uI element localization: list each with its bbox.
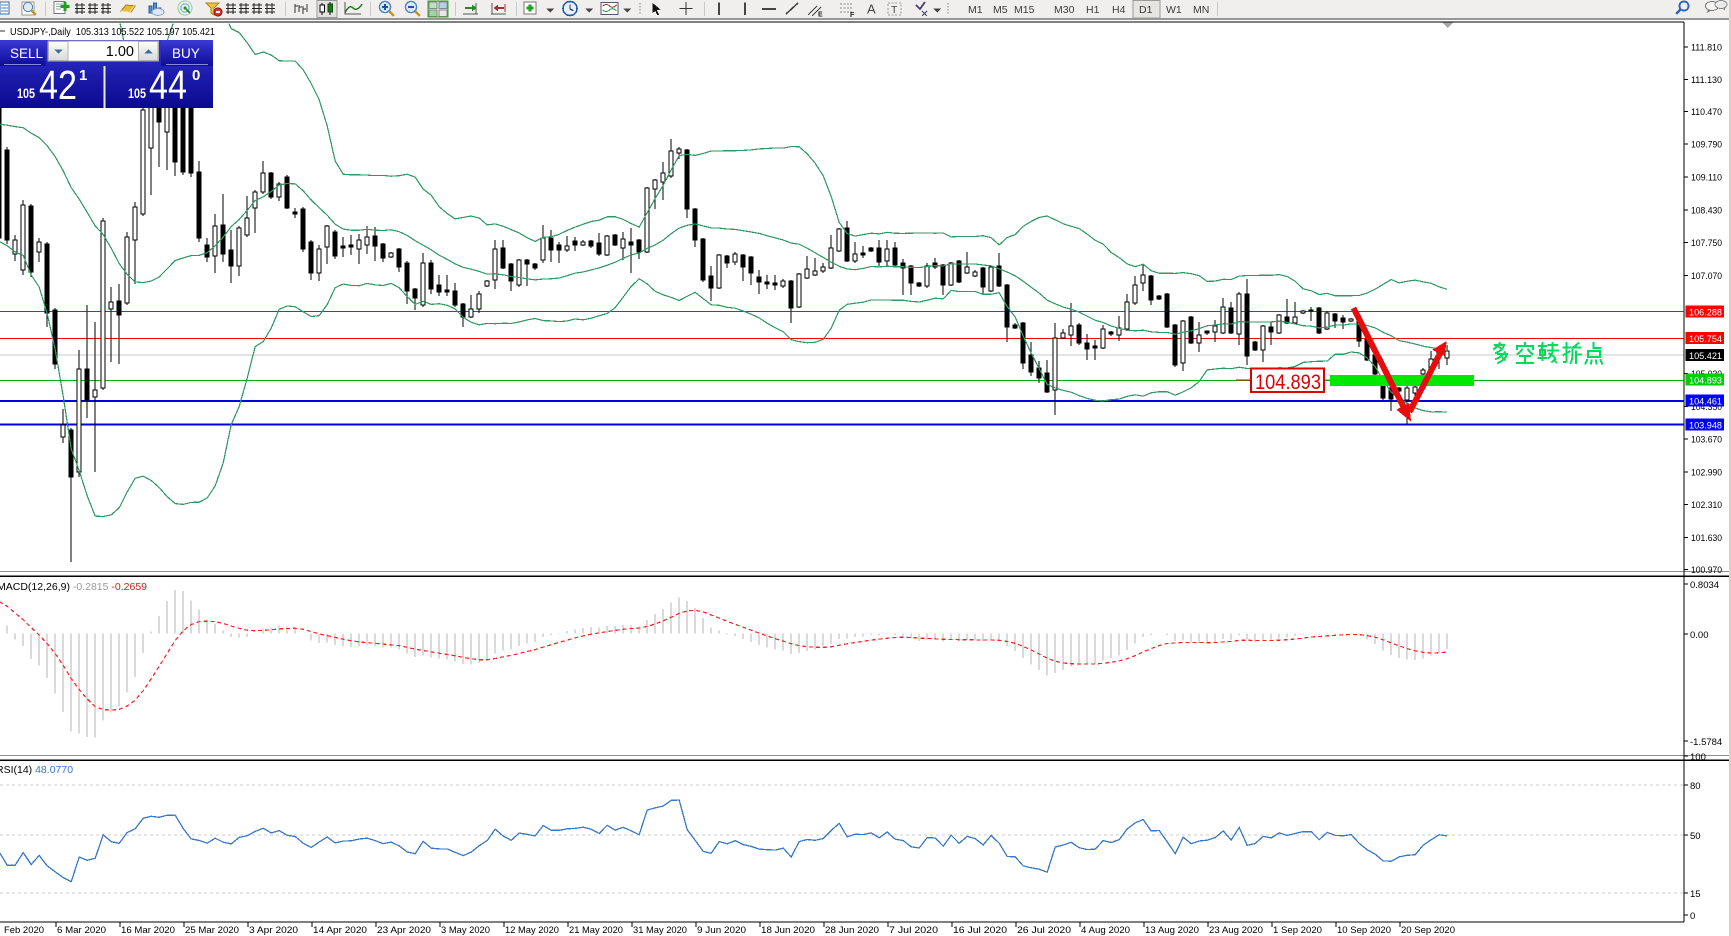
svg-text:111.810: 111.810 [1691,42,1722,53]
svg-text:100: 100 [1690,752,1706,763]
svg-text:Feb 2020: Feb 2020 [4,925,44,936]
svg-text:1: 1 [79,67,87,84]
svg-text:4 Aug 2020: 4 Aug 2020 [1081,925,1130,936]
svg-text:28 Jun 2020: 28 Jun 2020 [825,925,879,936]
svg-text:42: 42 [39,62,77,108]
svg-text:MACD(12,26,9) -0.2815 -0.2659: MACD(12,26,9) -0.2815 -0.2659 [0,581,147,593]
svg-text:107.750: 107.750 [1691,238,1722,249]
svg-text:18 Jun 2020: 18 Jun 2020 [761,925,815,936]
svg-text:100.970: 100.970 [1691,565,1722,576]
svg-text:105: 105 [128,86,146,101]
svg-text:104.461: 104.461 [1689,397,1722,408]
svg-text:108.430: 108.430 [1691,205,1722,216]
svg-text:105.421: 105.421 [1689,351,1722,362]
svg-text:110.470: 110.470 [1691,107,1722,118]
svg-text:25 Mar 2020: 25 Mar 2020 [185,925,239,936]
svg-text:1.00: 1.00 [106,44,134,60]
svg-text:21 May 2020: 21 May 2020 [569,925,623,936]
svg-text:M1: M1 [968,4,983,16]
svg-text:111.130: 111.130 [1691,75,1722,86]
svg-text:13 Aug 2020: 13 Aug 2020 [1145,925,1199,936]
svg-text:15: 15 [1690,889,1701,900]
svg-text:26 Jul 2020: 26 Jul 2020 [1017,925,1071,936]
svg-text:3 Apr 2020: 3 Apr 2020 [249,925,298,936]
svg-text:31 May 2020: 31 May 2020 [633,925,687,936]
svg-text:104.893: 104.893 [1689,376,1722,387]
svg-text:E: E [818,12,823,19]
svg-text:M15: M15 [1014,4,1035,16]
svg-text:0.00: 0.00 [1690,630,1709,641]
svg-text:USDJPY-,Daily 105.313 105.522: USDJPY-,Daily 105.313 105.522 105.197 10… [10,26,215,38]
svg-text:101.630: 101.630 [1691,533,1722,544]
svg-text:H4: H4 [1112,4,1126,16]
svg-text:103.670: 103.670 [1691,435,1722,446]
svg-text:MN: MN [1193,4,1209,16]
svg-text:104.350: 104.350 [1691,402,1722,413]
svg-text:SELL: SELL [10,46,44,61]
svg-text:103.948: 103.948 [1689,421,1722,432]
svg-text:109.790: 109.790 [1691,140,1722,151]
svg-text:3 May 2020: 3 May 2020 [441,925,490,936]
svg-text:16 Jul 2020: 16 Jul 2020 [953,925,1007,936]
svg-text:BUY: BUY [172,46,200,61]
svg-text:M5: M5 [993,4,1008,16]
svg-text:H1: H1 [1086,4,1100,16]
svg-text:W1: W1 [1166,4,1182,16]
svg-text:102.310: 102.310 [1691,500,1722,511]
svg-text:6 Mar 2020: 6 Mar 2020 [57,925,106,936]
svg-text:14 Apr 2020: 14 Apr 2020 [313,925,367,936]
svg-text:-1.5784: -1.5784 [1690,737,1722,748]
svg-text:0: 0 [192,67,200,84]
svg-text:106.288: 106.288 [1689,308,1722,319]
svg-text:F: F [850,12,855,19]
svg-text:107.070: 107.070 [1691,271,1722,282]
svg-text:105: 105 [17,86,35,101]
svg-text:7 Jul 2020: 7 Jul 2020 [889,925,938,936]
svg-text:RSI(14) 48.0770: RSI(14) 48.0770 [0,764,73,776]
svg-text:0: 0 [1690,911,1695,922]
svg-text:10 Sep 2020: 10 Sep 2020 [1337,925,1391,936]
svg-text:105.754: 105.754 [1689,334,1722,345]
svg-text:0.8034: 0.8034 [1690,580,1719,591]
svg-text:1 Sep 2020: 1 Sep 2020 [1273,925,1322,936]
svg-text:A: A [867,2,876,17]
svg-text:9 Jun 2020: 9 Jun 2020 [697,925,746,936]
svg-text:80: 80 [1690,781,1701,792]
svg-text:16 Mar 2020: 16 Mar 2020 [121,925,175,936]
svg-text:102.990: 102.990 [1691,468,1722,479]
svg-text:104.893: 104.893 [1255,371,1321,394]
svg-text:109.110: 109.110 [1691,173,1722,184]
svg-text:M30: M30 [1054,4,1075,16]
svg-text:12 May 2020: 12 May 2020 [505,925,559,936]
svg-text:T: T [891,4,898,16]
svg-text:23 Apr 2020: 23 Apr 2020 [377,925,431,936]
svg-text:D1: D1 [1139,4,1153,16]
svg-text:20 Sep 2020: 20 Sep 2020 [1401,925,1455,936]
svg-text:50: 50 [1690,831,1701,842]
svg-text:44: 44 [149,62,187,108]
svg-text:23 Aug 2020: 23 Aug 2020 [1209,925,1263,936]
